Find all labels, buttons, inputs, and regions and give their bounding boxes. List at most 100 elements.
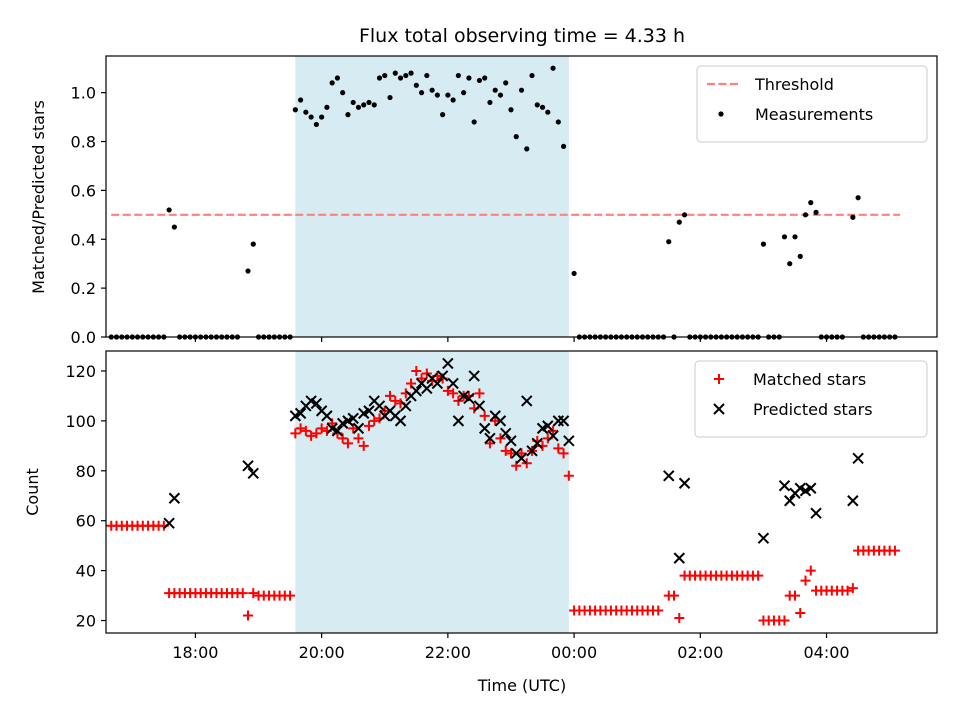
data-point — [331, 425, 344, 437]
y-tick-label: 20 — [76, 612, 96, 631]
data-point — [795, 608, 806, 619]
data-point — [382, 72, 388, 79]
data-point — [779, 615, 790, 626]
data-point — [295, 423, 306, 434]
legend-marker — [713, 403, 725, 415]
data-point — [394, 415, 407, 427]
legend-box — [694, 360, 928, 438]
data-point — [385, 390, 396, 401]
data-point — [560, 143, 567, 150]
data-point — [352, 422, 365, 435]
data-point — [347, 412, 359, 425]
data-point — [482, 75, 488, 81]
data-point — [474, 388, 485, 399]
data-point — [319, 114, 325, 120]
bottom-y-axis-label: Count — [23, 468, 42, 516]
data-point — [403, 72, 409, 79]
data-point — [369, 415, 380, 426]
data-point — [376, 75, 383, 81]
data-point — [681, 212, 688, 218]
data-point — [397, 75, 404, 81]
data-point — [242, 460, 254, 472]
y-tick-label: 1.0 — [71, 84, 96, 103]
data-point — [505, 448, 516, 459]
y-tick-label: 0.2 — [71, 279, 96, 298]
legend-label: Measurements — [755, 105, 873, 124]
data-point — [508, 107, 514, 113]
data-point — [548, 425, 559, 436]
data-point — [166, 207, 172, 213]
data-point — [411, 365, 422, 376]
data-point — [329, 80, 335, 86]
data-point — [478, 422, 491, 435]
data-point — [571, 270, 577, 277]
x-tick-label: 20:00 — [299, 643, 345, 662]
x-tick-label: 18:00 — [172, 643, 218, 662]
data-point — [555, 119, 561, 125]
bottom-series-1 — [163, 357, 864, 564]
data-point — [563, 435, 575, 447]
data-point — [653, 605, 664, 616]
y-tick-label: 0.0 — [71, 328, 96, 347]
data-point — [666, 239, 672, 245]
data-point — [492, 87, 498, 93]
data-point — [800, 575, 811, 586]
data-point — [500, 445, 511, 456]
data-point — [300, 425, 311, 436]
data-point — [363, 420, 374, 431]
data-point — [466, 75, 472, 81]
legend-box — [696, 65, 928, 143]
bottom-series-0 — [106, 365, 900, 626]
bottom-highlight-span — [295, 351, 569, 633]
data-point — [778, 480, 791, 492]
data-point — [321, 410, 333, 422]
data-point — [429, 87, 435, 93]
x-tick-label: 04:00 — [803, 643, 849, 662]
data-point — [808, 200, 814, 206]
data-point — [495, 433, 506, 444]
data-point — [413, 82, 419, 88]
data-point — [494, 415, 507, 427]
data-point — [678, 477, 691, 489]
data-point — [500, 427, 512, 440]
data-point — [674, 613, 685, 624]
y-tick-label: 80 — [76, 462, 96, 481]
data-point — [250, 241, 256, 247]
data-point — [345, 112, 351, 118]
data-point — [847, 583, 858, 594]
data-point — [521, 395, 533, 407]
bottom-axes-frame — [105, 350, 938, 634]
y-tick-label: 60 — [76, 512, 96, 531]
data-point — [436, 370, 449, 382]
data-point — [521, 458, 532, 469]
data-point — [452, 415, 465, 427]
data-point — [363, 405, 375, 417]
data-point — [311, 428, 322, 439]
data-point — [358, 440, 369, 451]
data-point — [760, 241, 767, 247]
data-point — [518, 87, 525, 93]
data-point — [453, 395, 464, 406]
data-point — [171, 224, 177, 230]
top-y-axis-label: Matched/Predicted stars — [29, 100, 48, 294]
data-point — [855, 195, 861, 201]
data-point — [392, 70, 398, 76]
data-point — [313, 121, 319, 128]
data-point — [421, 368, 432, 379]
data-point — [340, 90, 346, 96]
data-point — [531, 437, 543, 450]
data-point — [447, 377, 459, 390]
top-series-0 — [108, 65, 898, 340]
data-point — [784, 495, 796, 507]
data-point — [550, 65, 556, 71]
data-point — [245, 268, 251, 274]
data-point — [505, 435, 517, 447]
data-point — [805, 482, 817, 494]
y-tick-label: 120 — [65, 362, 96, 381]
data-point — [805, 565, 816, 576]
data-point — [400, 400, 412, 412]
data-point — [787, 261, 793, 267]
data-point — [813, 209, 819, 215]
bottom-legend: Matched stars Predicted stars — [694, 360, 928, 438]
